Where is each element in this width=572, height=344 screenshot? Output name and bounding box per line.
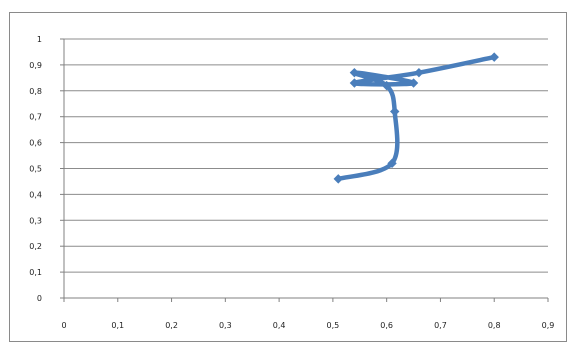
y-tick-label: 0,1 [29, 268, 42, 277]
x-tick-labels: 0 0,1 0,2 0,3 0,4 0,5 0,6 0,7 0,8 0,9 [61, 298, 554, 330]
x-tick-label: 0,6 [380, 321, 393, 330]
x-tick-label: 0,7 [434, 321, 447, 330]
x-tick-label: 0,1 [111, 321, 124, 330]
data-point-marker [349, 67, 360, 78]
x-tick-label: 0,8 [488, 321, 501, 330]
series-line-0 [336, 54, 497, 182]
y-tick-label: 0,9 [29, 61, 42, 70]
data-point-marker [489, 52, 499, 62]
data-point-marker [414, 67, 424, 78]
x-tick-label: 0,4 [273, 321, 286, 330]
y-tick-label: 0 [37, 294, 42, 303]
chart-plot: 0 0,1 0,2 0,3 0,4 0,5 0,6 0,7 0,8 0,9 1 0 0,1 0,2 0,3… [29, 35, 554, 330]
data-point-marker [349, 78, 360, 88]
data-series [333, 52, 499, 184]
y-tick-label: 0,7 [29, 113, 42, 122]
y-tick-label: 1 [37, 35, 42, 44]
data-point-marker [387, 158, 397, 169]
chart-frame: 0 0,1 0,2 0,3 0,4 0,5 0,6 0,7 0,8 0,9 1 0 0,1 0,2 0,3… [9, 12, 567, 342]
x-tick-label: 0,2 [165, 321, 178, 330]
y-tick-labels: 0 0,1 0,2 0,3 0,4 0,5 0,6 0,7 0,8 0,9 1 [29, 35, 64, 303]
y-tick-label: 0,6 [29, 139, 42, 148]
x-tick-label: 0,3 [219, 321, 232, 330]
y-tick-label: 0,5 [29, 165, 42, 174]
x-tick-label: 0,5 [327, 321, 340, 330]
data-point-marker [390, 106, 400, 117]
x-tick-label: 0,9 [542, 321, 555, 330]
data-point-marker [381, 80, 392, 91]
y-tick-label: 0,8 [29, 87, 42, 96]
y-tick-label: 0,3 [29, 216, 42, 225]
gridlines [64, 38, 548, 273]
y-tick-label: 0,4 [29, 190, 42, 199]
y-tick-label: 0,2 [29, 242, 42, 251]
x-tick-label: 0 [61, 321, 66, 330]
data-point-marker [408, 78, 419, 88]
data-point-marker [333, 174, 343, 184]
